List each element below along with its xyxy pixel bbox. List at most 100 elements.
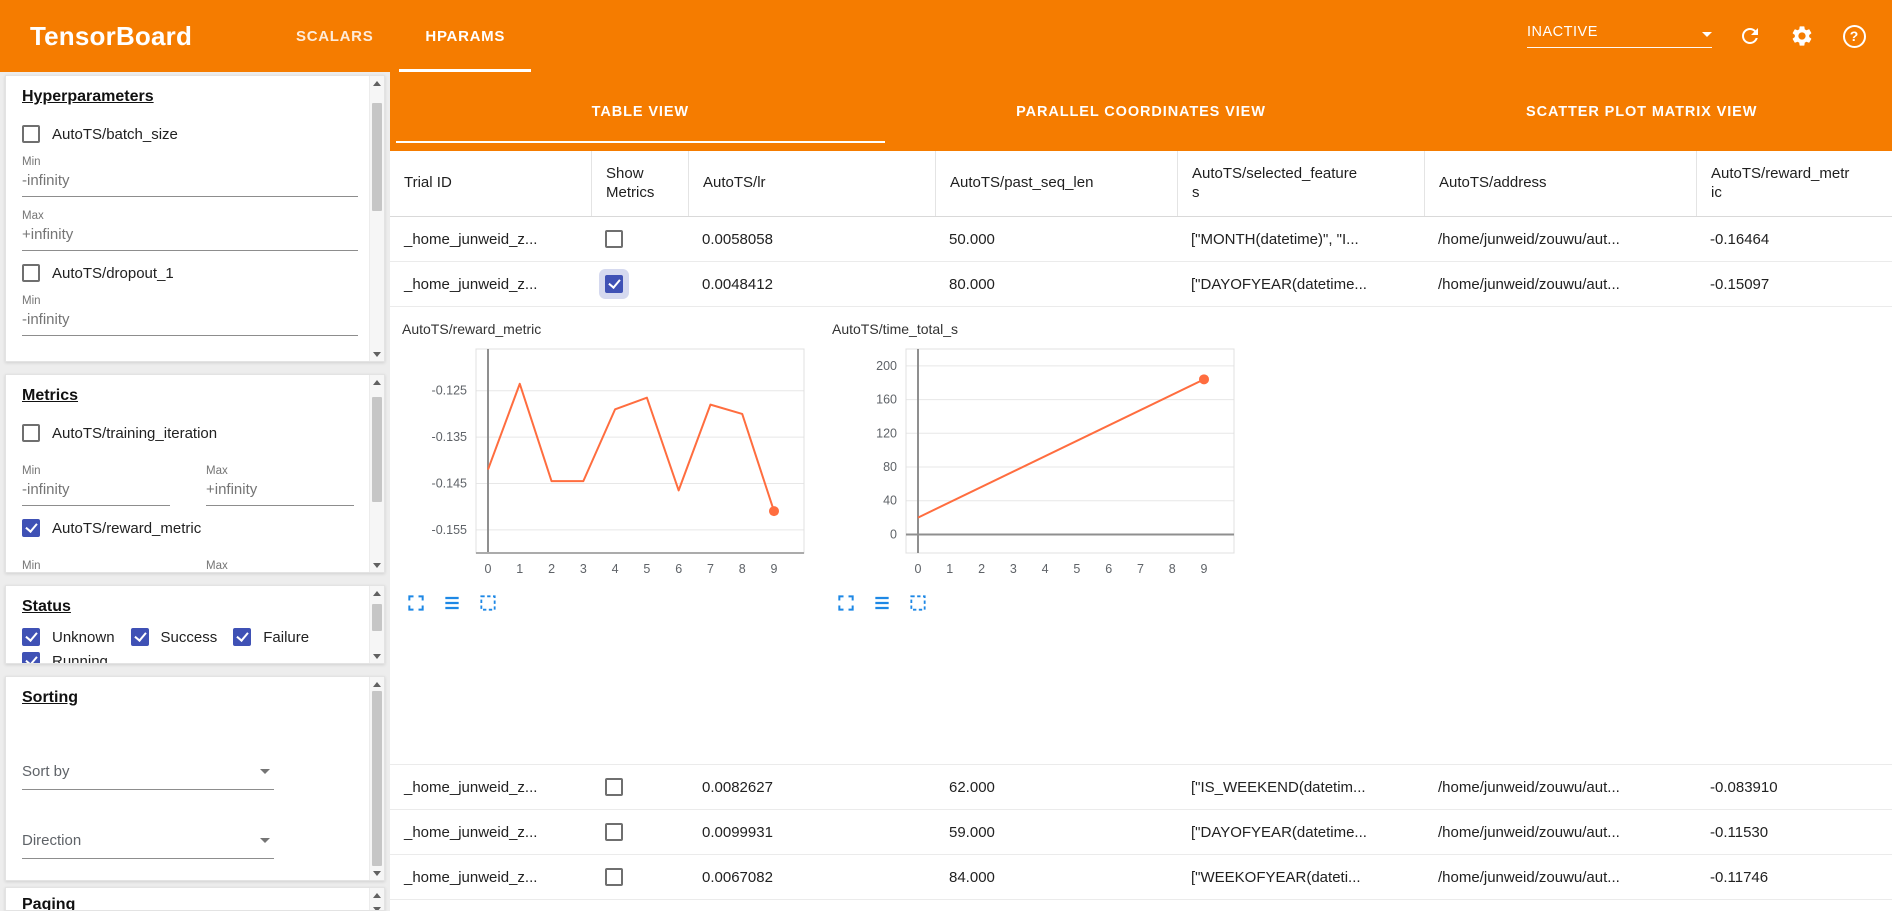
- svg-text:0: 0: [485, 562, 492, 576]
- reward-metric-min-input[interactable]: [22, 572, 170, 573]
- sort-by-select[interactable]: Sort by: [22, 757, 274, 790]
- svg-text:-0.155: -0.155: [432, 523, 467, 537]
- cell-show-metrics: [591, 810, 688, 854]
- scroll-up-icon[interactable]: [370, 586, 384, 600]
- scroll-down-icon[interactable]: [370, 902, 384, 910]
- status-failure-checkbox[interactable]: [233, 628, 252, 646]
- scrollbar[interactable]: [369, 586, 384, 663]
- scrollbar-thumb[interactable]: [372, 397, 382, 503]
- scroll-down-icon[interactable]: [370, 866, 384, 880]
- svg-text:7: 7: [1137, 562, 1144, 576]
- metrics-detail-row: AutoTS/reward_metric -0.125 -0.135 -0.145-…: [390, 307, 1892, 765]
- tab-parallel-coordinates-view[interactable]: PARALLEL COORDINATES VIEW: [1016, 103, 1266, 120]
- scrollbar-thumb[interactable]: [372, 691, 382, 866]
- scroll-down-icon[interactable]: [370, 649, 384, 663]
- settings-button[interactable]: [1788, 22, 1816, 50]
- cell-trial-id: _home_junweid_z...: [404, 230, 538, 248]
- tab-table-view[interactable]: TABLE VIEW: [390, 72, 891, 151]
- cell-lr: 0.0099931: [702, 823, 773, 841]
- min-label: Min: [22, 295, 41, 307]
- status-success-checkbox[interactable]: [130, 628, 149, 646]
- expand-chart-icon[interactable]: [406, 593, 426, 613]
- dropout-checkbox[interactable]: [22, 264, 40, 282]
- show-metrics-checkbox[interactable]: [605, 778, 623, 796]
- direction-label: Direction: [22, 832, 82, 849]
- cell-lr: 0.0067082: [702, 868, 773, 886]
- scrollbar[interactable]: [369, 375, 384, 572]
- min-label: Min: [22, 465, 41, 477]
- status-heading: Status: [22, 598, 71, 615]
- cell-reward-metric: -0.11530: [1710, 823, 1769, 841]
- scroll-up-icon[interactable]: [370, 677, 384, 691]
- svg-text:8: 8: [1169, 562, 1176, 576]
- yaxis-lines-icon[interactable]: [442, 593, 462, 613]
- cell-reward-metric: -0.083910: [1710, 778, 1778, 796]
- training-iteration-checkbox[interactable]: [22, 424, 40, 442]
- scroll-up-icon[interactable]: [370, 375, 384, 389]
- cell-selected-features: ["WEEKOFYEAR(dateti...: [1191, 868, 1361, 886]
- paging-panel: Paging: [5, 887, 385, 911]
- show-metrics-checkbox[interactable]: [605, 230, 623, 248]
- min-label: Min: [22, 156, 41, 168]
- scrollbar[interactable]: [369, 76, 384, 361]
- help-icon: ?: [1842, 24, 1866, 48]
- chevron-down-icon: [260, 769, 270, 774]
- reward-metric-max-input[interactable]: [206, 572, 354, 573]
- batch-size-checkbox[interactable]: [22, 125, 40, 143]
- time-total-chart[interactable]: 0 40 80 120 160 200 0 1 2 3 4 5 6 7 8 9: [828, 339, 1248, 587]
- refresh-button[interactable]: [1736, 22, 1764, 50]
- cell-lr: 0.0058058: [702, 230, 773, 248]
- time-total-chart-card: AutoTS/time_total_s 0 40 80 120 160 200 0 1 2 3 4 5…: [828, 321, 1252, 613]
- cell-past-seq-len: 84.000: [949, 868, 995, 886]
- cell-selected-features: ["DAYOFYEAR(datetime...: [1191, 275, 1367, 293]
- training-iteration-max-input[interactable]: [206, 477, 354, 506]
- scroll-up-icon[interactable]: [370, 888, 384, 902]
- expand-chart-icon[interactable]: [836, 593, 856, 613]
- reward-metric-checkbox[interactable]: [22, 519, 40, 537]
- status-unknown-checkbox[interactable]: [22, 628, 40, 646]
- reward-metric-chart[interactable]: -0.125 -0.135 -0.145 -0.155 0 1 2 3 4 5 6 7 8 9: [398, 339, 818, 587]
- refresh-icon: [1742, 28, 1758, 44]
- cell-past-seq-len: 62.000: [949, 778, 995, 796]
- svg-text:-0.135: -0.135: [432, 430, 467, 444]
- fit-domain-icon[interactable]: [478, 593, 498, 613]
- batch-size-max-input[interactable]: [22, 222, 358, 251]
- hparams-main: TABLE VIEW PARALLEL COORDINATES VIEW SCA…: [390, 72, 1892, 911]
- topbar: TensorBoard SCALARS HPARAMS INACTIVE ?: [0, 0, 1892, 72]
- svg-text:0: 0: [915, 562, 922, 576]
- status-failure-row: Failure: [233, 628, 309, 646]
- batch-size-min-input[interactable]: [22, 168, 358, 197]
- scroll-down-icon[interactable]: [370, 558, 384, 572]
- scrollbar[interactable]: [369, 677, 384, 880]
- svg-text:2: 2: [548, 562, 555, 576]
- show-metrics-checkbox[interactable]: [605, 275, 623, 293]
- scroll-down-icon[interactable]: [370, 347, 384, 361]
- svg-text:1: 1: [516, 562, 523, 576]
- tab-scatter-plot-matrix-view[interactable]: SCATTER PLOT MATRIX VIEW: [1526, 103, 1758, 120]
- run-status-dropdown[interactable]: INACTIVE: [1527, 24, 1712, 48]
- svg-text:5: 5: [1073, 562, 1080, 576]
- min-max-fields: Min Max: [22, 452, 358, 506]
- show-metrics-checkbox[interactable]: [605, 868, 623, 886]
- status-running-checkbox[interactable]: [22, 652, 40, 663]
- yaxis-lines-icon[interactable]: [872, 593, 892, 613]
- cell-past-seq-len: 59.000: [949, 823, 995, 841]
- scrollbar[interactable]: [369, 888, 384, 910]
- tab-hparams[interactable]: HPARAMS: [399, 0, 531, 72]
- cell-selected-features: ["DAYOFYEAR(datetime...: [1191, 823, 1367, 841]
- scrollbar-thumb[interactable]: [372, 603, 382, 631]
- cell-address: /home/junweid/zouwu/aut...: [1438, 275, 1620, 293]
- scrollbar-thumb[interactable]: [372, 102, 382, 211]
- dropout-min-input[interactable]: [22, 307, 358, 336]
- training-iteration-min-input[interactable]: [22, 477, 170, 506]
- col-past-seq-len: AutoTS/past_seq_len: [935, 151, 1177, 216]
- help-button[interactable]: ?: [1840, 22, 1868, 50]
- fit-domain-icon[interactable]: [908, 593, 928, 613]
- show-metrics-checkbox[interactable]: [605, 823, 623, 841]
- run-status-value: INACTIVE: [1527, 24, 1598, 40]
- direction-select[interactable]: Direction: [22, 826, 274, 859]
- scroll-up-icon[interactable]: [370, 76, 384, 90]
- cell-past-seq-len: 50.000: [949, 230, 995, 248]
- cell-trial-id: _home_junweid_z...: [404, 275, 538, 293]
- tab-scalars[interactable]: SCALARS: [296, 27, 374, 45]
